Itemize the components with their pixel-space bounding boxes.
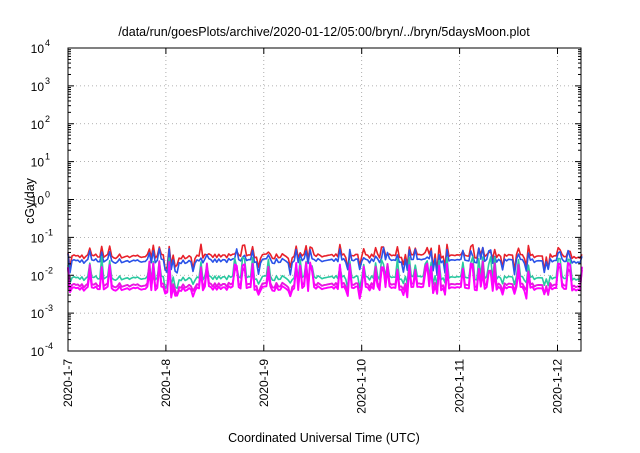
x-ticks: 2020-1-7 2020-1-8 2020-1-9 2020-1-10 2020-1-… [61, 48, 565, 414]
y-tick-label: 10 [31, 156, 45, 170]
x-tick-label: 2020-1-8 [159, 359, 173, 407]
y-tick-exponent: -1 [45, 227, 53, 237]
chart-title: /data/run/goesPlots/archive/2020-01-12/0… [118, 25, 530, 39]
y-tick-label: 10 [31, 42, 45, 56]
y-tick-exponent: -3 [45, 303, 53, 313]
y-tick-label: 10 [31, 345, 45, 359]
y-tick-exponent: -2 [45, 265, 53, 275]
y-tick-exponent: 2 [45, 114, 50, 124]
y-tick-label: 10 [31, 194, 45, 208]
grid [68, 48, 581, 351]
y-tick-label: 10 [31, 80, 45, 94]
y-tick-label: 10 [31, 231, 45, 245]
series-line-0 [67, 243, 583, 272]
y-tick-label: 10 [31, 307, 45, 321]
x-tick-label: 2020-1-11 [453, 359, 467, 413]
y-tick-exponent: -4 [45, 341, 53, 351]
y-tick-exponent: 0 [45, 190, 50, 200]
y-tick-label: 10 [31, 118, 45, 132]
y-axis-label: cGy/day [23, 177, 37, 224]
x-tick-label: 2020-1-7 [61, 359, 75, 407]
x-tick-label: 2020-1-12 [551, 359, 565, 414]
y-tick-exponent: 1 [45, 152, 50, 162]
x-tick-label: 2020-1-9 [257, 359, 271, 407]
series-layer [67, 243, 583, 300]
x-axis-label: Coordinated Universal Time (UTC) [228, 431, 420, 445]
series-line-1 [67, 246, 583, 277]
series-line-4 [67, 261, 583, 300]
y-tick-exponent: 4 [45, 38, 50, 48]
x-tick-label: 2020-1-10 [355, 359, 369, 414]
y-tick-exponent: 3 [45, 76, 50, 86]
y-tick-label: 10 [31, 269, 45, 283]
